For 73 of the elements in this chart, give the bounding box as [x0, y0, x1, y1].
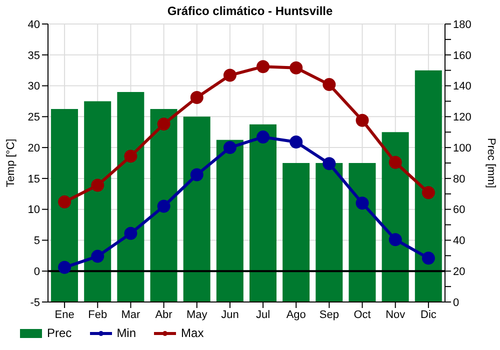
- y2-tick-label: 60: [453, 204, 466, 216]
- point: [422, 252, 435, 265]
- y-axis-title: Temp [°C]: [4, 138, 17, 188]
- x-tick-label: Jul: [256, 308, 270, 321]
- x-tick-label: Abr: [155, 308, 173, 321]
- point: [256, 60, 270, 74]
- y2-tick-label: 0: [453, 296, 460, 309]
- bar: [316, 163, 343, 302]
- point: [124, 226, 138, 240]
- chart-title: Gráfico climático - Huntsville: [166, 4, 334, 18]
- point: [91, 178, 104, 192]
- y2-axis-title: Prec [mm]: [485, 138, 498, 188]
- y2-tick-label: 100: [453, 142, 472, 154]
- legend-label: Prec: [47, 326, 72, 340]
- y2-tick-label: 80: [453, 173, 466, 186]
- point: [190, 91, 204, 104]
- point: [157, 118, 170, 131]
- y2-tick-label: 40: [453, 235, 466, 248]
- y-tick-label: 25: [28, 112, 40, 124]
- y-tick-label: 10: [28, 204, 40, 216]
- point: [124, 150, 138, 163]
- point: [356, 196, 369, 210]
- bar: [414, 70, 442, 302]
- x-tick-label: Ene: [54, 308, 74, 321]
- legend-label: Max: [181, 326, 204, 340]
- point: [422, 186, 435, 200]
- point: [388, 233, 402, 246]
- y-tick-label: 0: [34, 266, 40, 278]
- y2-tick-label: 180: [453, 18, 472, 31]
- y2-tick-label: 140: [453, 80, 472, 93]
- x-tick-label: Ago: [286, 308, 306, 321]
- bar: [216, 140, 244, 302]
- bar: [51, 108, 78, 302]
- point: [223, 141, 236, 154]
- point: [190, 168, 204, 182]
- point: [388, 156, 402, 169]
- x-tick-label: Mar: [121, 308, 141, 321]
- x-tick-label: May: [186, 308, 208, 321]
- point: [256, 130, 270, 144]
- y2-tick-label: 20: [453, 266, 466, 278]
- y-tick-label: 30: [28, 80, 40, 93]
- y-tick-label: 40: [28, 18, 40, 31]
- bar: [117, 92, 144, 302]
- x-tick-label: Sep: [319, 308, 339, 321]
- y-tick-label: 35: [28, 50, 40, 62]
- y-tick-label: 15: [28, 173, 40, 186]
- x-tick-label: Dic: [420, 308, 437, 321]
- y-tick-label: 5: [34, 235, 40, 248]
- point: [322, 78, 336, 92]
- y-tick-label: 20: [28, 142, 40, 154]
- bar: [84, 101, 112, 302]
- point: [290, 61, 303, 74]
- legend-label: Min: [116, 326, 136, 340]
- bar: [150, 108, 178, 302]
- point: [322, 157, 336, 170]
- bar: [282, 163, 310, 302]
- y-tick-label: -5: [30, 296, 40, 309]
- y2-tick-label: 160: [453, 50, 472, 62]
- point: [58, 195, 72, 208]
- point: [356, 114, 369, 127]
- y2-tick-label: 120: [453, 112, 472, 124]
- bar: [183, 116, 210, 302]
- x-tick-label: Oct: [354, 308, 371, 321]
- point: [223, 68, 236, 82]
- point: [58, 260, 72, 274]
- point: [157, 200, 170, 213]
- bar: [348, 163, 376, 302]
- point: [290, 135, 303, 148]
- x-tick-label: Jun: [221, 308, 239, 321]
- point: [91, 250, 104, 263]
- x-tick-label: Nov: [386, 308, 406, 321]
- x-tick-label: Feb: [88, 308, 108, 321]
- bar: [250, 124, 276, 302]
